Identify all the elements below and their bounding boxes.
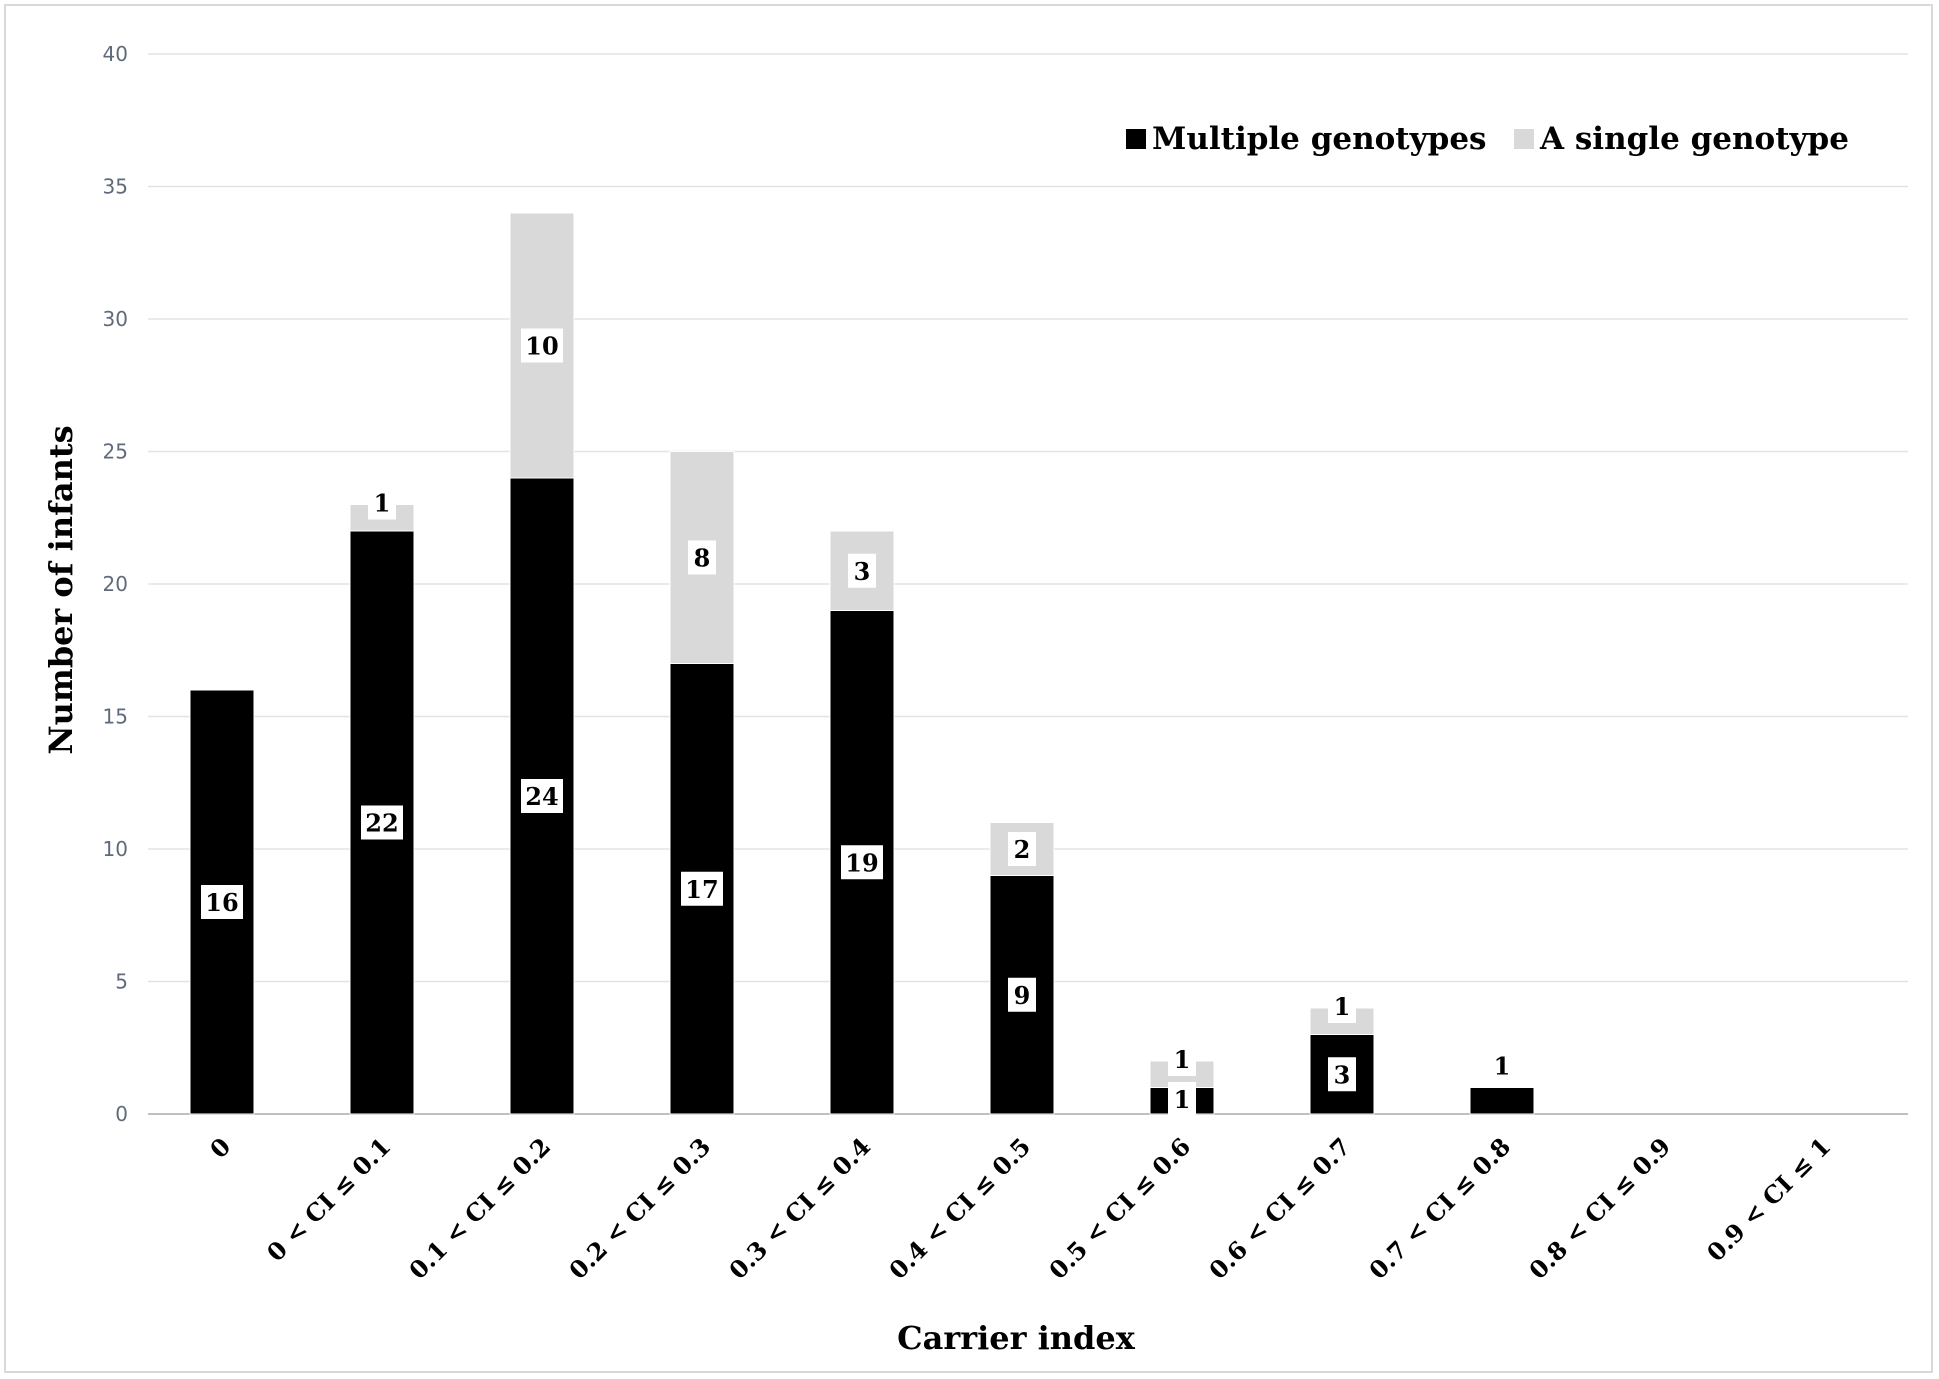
data-label-text: 3: [854, 557, 871, 586]
data-label-box: [841, 845, 883, 880]
x-tick-label-7: 0.6 < CI ≤ 0.7: [1203, 1132, 1356, 1285]
data-label-text: 1: [1334, 992, 1351, 1021]
data-label-multiple-0: 16: [201, 885, 243, 919]
y-tick-label-35: 35: [103, 175, 128, 199]
data-label-single-3: 8: [688, 540, 716, 575]
bar-single-2: [509, 212, 575, 479]
data-label-box: [1168, 1042, 1196, 1076]
data-label-box: [201, 885, 243, 919]
data-label-box: [1168, 1082, 1196, 1116]
y-tick-label-0: 0: [115, 1102, 128, 1126]
y-tick-label-30: 30: [103, 307, 128, 331]
data-label-multiple-5: 9: [1008, 977, 1036, 1012]
data-label-box: [521, 779, 563, 813]
data-label-text: 17: [685, 875, 718, 904]
x-tick-label-8: 0.7 < CI ≤ 0.8: [1363, 1132, 1516, 1285]
legend-label-a-single-genotype: A single genotype: [1539, 121, 1849, 157]
data-label-text: 22: [365, 809, 398, 838]
data-label-multiple-8: 1: [1494, 1052, 1511, 1081]
data-label-box: [521, 328, 563, 363]
y-tick-label-20: 20: [103, 572, 128, 596]
data-label-text: 1: [374, 489, 391, 518]
data-label-multiple-2: 24: [521, 779, 563, 813]
y-tick-labels: 0 5 10 15 20 25 30 35 40: [103, 42, 128, 1126]
y-tick-label-40: 40: [103, 42, 128, 66]
chart-frame: 0 5 10 15 20 25 30 35 40 16 22 1 24 10 17 8 19 3 9 2 1 1 3 1 1 …: [4, 4, 1933, 1373]
bar-multiple-0: [189, 689, 255, 1115]
data-label-box: [681, 871, 723, 906]
data-label-box: [1008, 832, 1036, 866]
y-tick-label-15: 15: [103, 705, 128, 729]
data-label-text: 1: [1174, 1085, 1191, 1114]
data-label-text: 10: [525, 332, 558, 361]
data-label-multiple-6: 1: [1168, 1082, 1196, 1116]
data-label-single-1: 1: [368, 485, 396, 520]
bar-multiple-8: [1469, 1087, 1535, 1115]
data-label-box: [1008, 977, 1036, 1012]
data-label-text: 16: [205, 888, 238, 917]
x-tick-label-9: 0.8 < CI ≤ 0.9: [1523, 1132, 1676, 1285]
y-tick-label-5: 5: [115, 970, 128, 994]
legend-label-multiple-genotypes: Multiple genotypes: [1152, 121, 1487, 157]
data-label-multiple-4: 19: [841, 845, 883, 880]
data-label-text: 8: [694, 544, 711, 573]
data-label-single-5: 2: [1008, 832, 1036, 866]
data-label-single-2: 10: [521, 328, 563, 363]
y-axis-title: Number of infants: [42, 425, 80, 754]
data-label-box: [1328, 1057, 1356, 1092]
grid-layer: [148, 53, 1908, 1115]
data-label-box: [361, 805, 403, 840]
x-tick-labels: 0 0 < CI ≤ 0.1 0.1 < CI ≤ 0.2 0.2 < CI ≤ 0.…: [204, 1132, 1836, 1285]
data-label-text: 19: [845, 848, 878, 877]
data-label-text: 3: [1334, 1060, 1351, 1089]
y-tick-label-25: 25: [103, 440, 128, 464]
data-label-single-4: 3: [848, 553, 876, 588]
x-tick-label-4: 0.3 < CI ≤ 0.4: [723, 1132, 876, 1285]
legend-swatch-multiple-genotypes: [1126, 129, 1146, 149]
data-label-text: 1: [1494, 1052, 1511, 1081]
x-tick-label-6: 0.5 < CI ≤ 0.6: [1043, 1132, 1196, 1285]
x-tick-label-10: 0.9 < CI ≤ 1: [1701, 1132, 1836, 1267]
data-label-multiple-3: 17: [681, 871, 723, 906]
data-labels: 16 22 1 24 10 17 8 19 3 9 2 1 1 3 1 1: [201, 328, 1511, 1116]
data-label-text: 2: [1014, 835, 1031, 864]
x-axis-title: Carrier index: [897, 1319, 1136, 1357]
data-label-multiple-7: 3: [1328, 1057, 1356, 1092]
data-label-text: 24: [525, 782, 558, 811]
data-label-box: [368, 485, 396, 520]
x-tick-label-3: 0.2 < CI ≤ 0.3: [563, 1132, 716, 1285]
data-label-multiple-1: 22: [361, 805, 403, 840]
data-label-single-7: 1: [1328, 989, 1356, 1023]
x-tick-label-2: 0.1 < CI ≤ 0.2: [403, 1132, 556, 1285]
data-label-text: 9: [1014, 981, 1031, 1010]
data-label-text: 1: [1174, 1045, 1191, 1074]
bars: [189, 212, 1535, 1115]
x-tick-label-5: 0.4 < CI ≤ 0.5: [883, 1132, 1036, 1285]
data-label-single-6: 1: [1168, 1042, 1196, 1076]
data-label-box: [688, 540, 716, 575]
data-label-box: [1328, 989, 1356, 1023]
x-tick-label-1: 0 < CI ≤ 0.1: [261, 1132, 396, 1267]
legend: Multiple genotypes A single genotype: [1126, 121, 1849, 157]
legend-swatch-a-single-genotype: [1514, 129, 1534, 149]
x-tick-label-0: 0: [204, 1132, 236, 1164]
y-tick-label-10: 10: [103, 837, 128, 861]
data-label-box: [848, 553, 876, 588]
